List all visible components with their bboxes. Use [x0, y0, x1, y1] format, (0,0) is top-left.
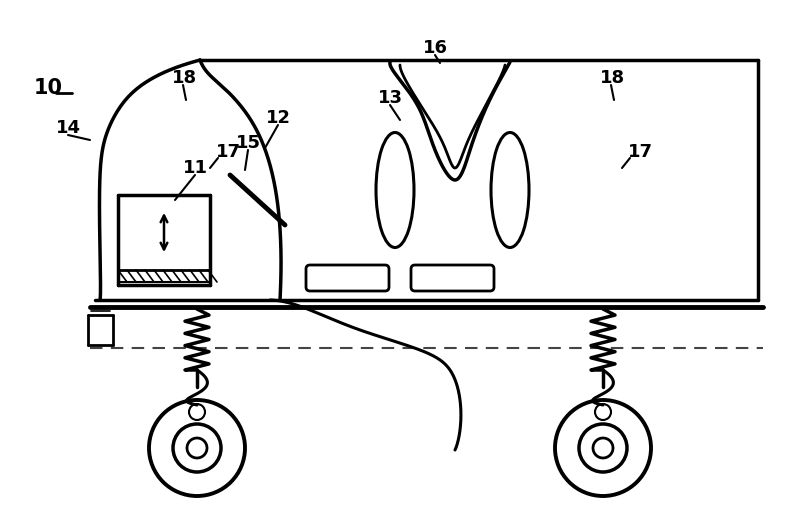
Text: 18: 18	[173, 69, 198, 87]
Text: 15: 15	[235, 134, 261, 152]
Text: 13: 13	[378, 89, 402, 107]
Text: 12: 12	[266, 109, 290, 127]
Text: 14: 14	[55, 119, 81, 137]
Text: 17: 17	[627, 143, 653, 161]
Text: 11: 11	[182, 159, 207, 177]
Text: 10: 10	[34, 78, 62, 98]
Text: 18: 18	[601, 69, 626, 87]
Text: 16: 16	[422, 39, 447, 57]
Text: 17: 17	[215, 143, 241, 161]
